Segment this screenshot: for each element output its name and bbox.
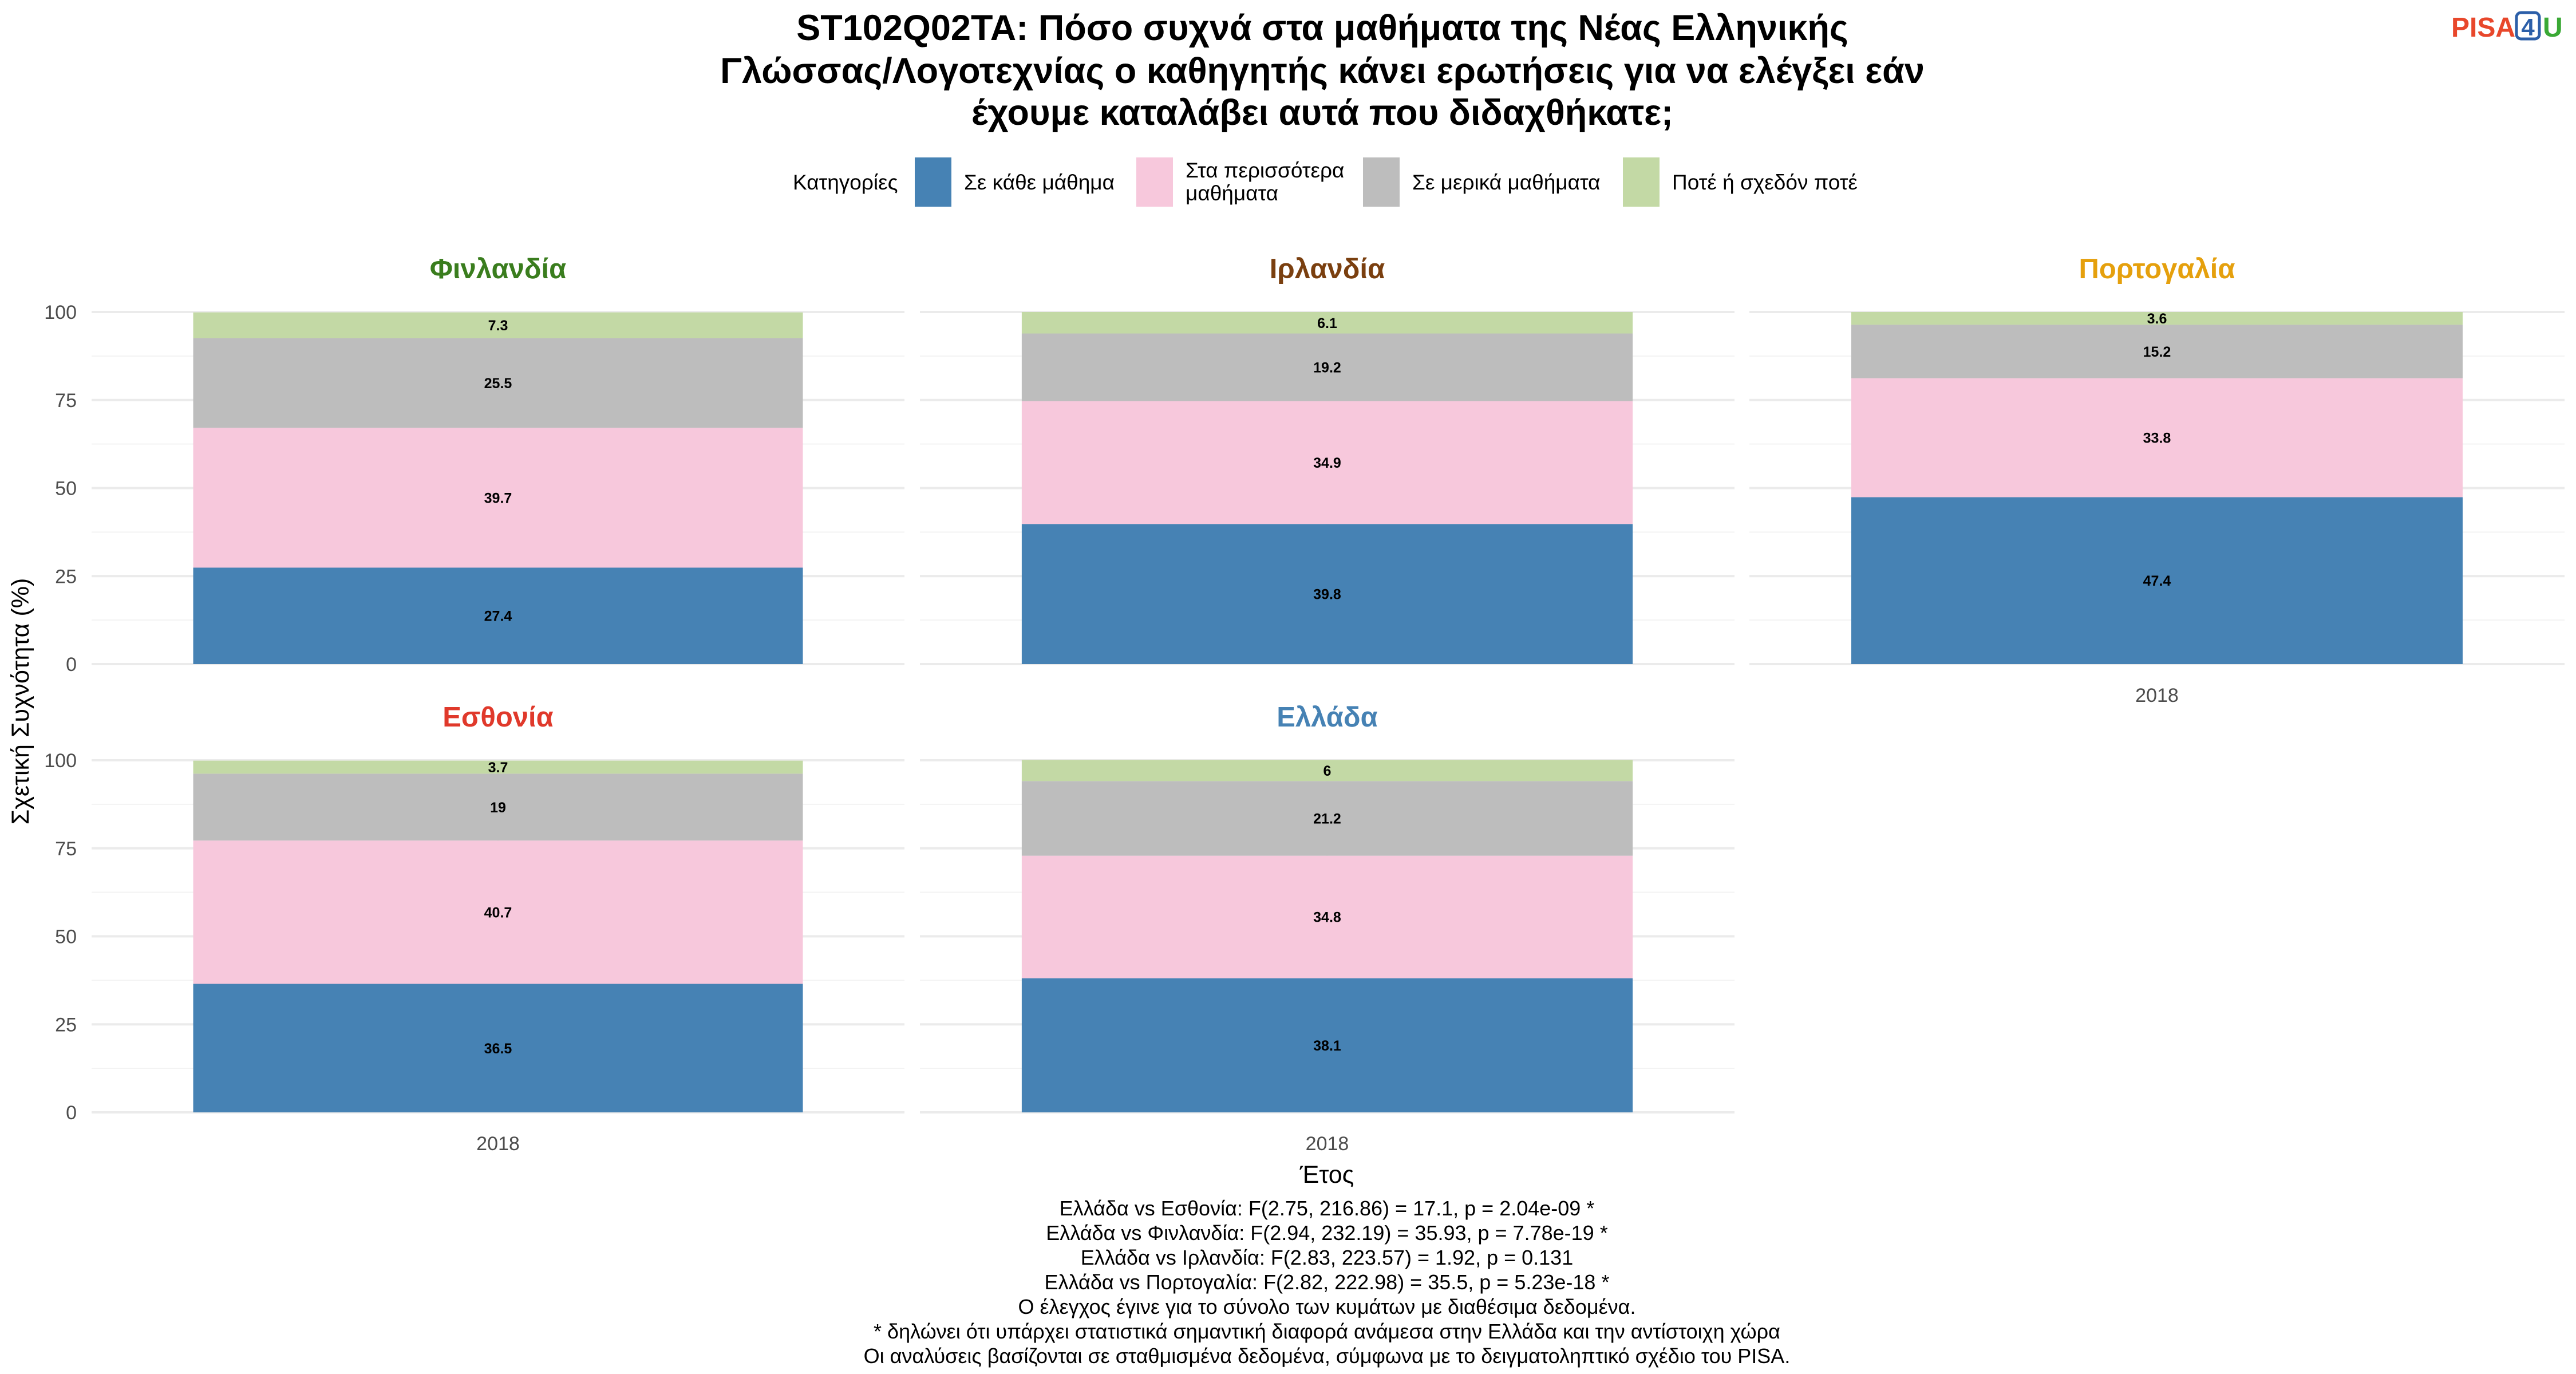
facet-panels: Φινλανδία 0 25 50 75 100 27.4 39.7 25.5 7.3 Ιρλανδ… [44, 254, 2565, 1155]
bar-segment [1021, 760, 1633, 781]
y-tick-label: 25 [55, 566, 77, 587]
bar-value-label: 34.8 [1313, 910, 1341, 926]
logo-u-text: U [2543, 13, 2563, 43]
bar-value-label: 34.9 [1313, 455, 1341, 471]
bar-segment [1021, 855, 1633, 978]
y-tick-label: 75 [55, 390, 77, 412]
bar-segment [193, 428, 803, 568]
legend: Κατηγορίες Σε κάθε μάθημα Στα περισσότερα… [793, 157, 1858, 207]
y-axis-title: Σχετική Συχνότητα (%) [7, 578, 34, 825]
bar-value-label: 33.8 [2143, 431, 2171, 447]
legend-label: Σε μερικά μαθήματα [1412, 171, 1601, 194]
x-axis-title: Έτος [1299, 1161, 1354, 1189]
legend-label: Ποτέ ή σχεδόν ποτέ [1672, 171, 1858, 194]
bar-value-label: 6 [1323, 763, 1332, 779]
bar-segment [1021, 524, 1633, 664]
bar-value-label: 19 [490, 800, 506, 816]
y-tick-label: 50 [55, 478, 77, 500]
bar-value-label: 7.3 [488, 318, 508, 334]
bar-segment [193, 338, 803, 428]
bar-value-label: 19.2 [1313, 360, 1341, 376]
footnotes: Ελλάδα vs Εσθονία: F(2.75, 216.86) = 17.… [864, 1197, 1791, 1368]
x-tick-label: 2018 [2135, 685, 2179, 706]
bar-segment [1851, 325, 2463, 378]
panel-title: Ιρλανδία [1270, 254, 1385, 285]
footnote-line: Ελλάδα vs Ιρλανδία: F(2.83, 223.57) = 1.… [1081, 1246, 1573, 1269]
panel-title: Εσθονία [442, 702, 554, 733]
chart-title: ST102Q02TA: Πόσο συχνά στα μαθήματα της … [720, 8, 1925, 133]
footnote-line: Ελλάδα vs Εσθονία: F(2.75, 216.86) = 17.… [1060, 1197, 1595, 1220]
bar-segment [193, 567, 803, 664]
title-line-1: ST102Q02TA: Πόσο συχνά στα μαθήματα της … [796, 8, 1848, 48]
y-tick-label: 75 [55, 838, 77, 860]
bar-segment [193, 760, 803, 774]
footnote-line: Οι αναλύσεις βασίζονται σε σταθμισμένα δ… [864, 1344, 1791, 1368]
panel-title: Ελλάδα [1277, 702, 1378, 733]
bar-value-label: 15.2 [2143, 344, 2171, 360]
footnote-line: Ο έλεγχος έγινε για το σύνολο των κυμάτω… [1018, 1295, 1636, 1318]
bar-value-label: 27.4 [484, 609, 512, 625]
pisa4u-logo: PISA 4 U [2451, 11, 2563, 43]
bar-value-label: 47.4 [2143, 573, 2171, 589]
bar-segment [193, 312, 803, 338]
bar-value-label: 25.5 [484, 376, 512, 392]
bar-value-label: 36.5 [484, 1041, 512, 1057]
bar-value-label: 3.7 [488, 760, 508, 776]
bar-segment [1851, 312, 2463, 325]
panel: Εσθονία 0 25 50 75 100 36.5 40.7 19 3.7 2018 [44, 702, 904, 1155]
bar-segment [1021, 333, 1633, 401]
legend-key-swatch [1623, 157, 1660, 207]
bar-value-label: 3.6 [2147, 311, 2167, 327]
panel: Φινλανδία 0 25 50 75 100 27.4 39.7 25.5 7.3 [44, 254, 904, 676]
panel: Ιρλανδία 39.8 34.9 19.2 6.1 [920, 254, 1735, 665]
legend-label: Σε κάθε μάθημα [964, 171, 1115, 194]
x-tick-label: 2018 [476, 1133, 520, 1155]
x-tick-label: 2018 [1306, 1133, 1349, 1155]
footnote-line: Ελλάδα vs Φινλανδία: F(2.94, 232.19) = 3… [1046, 1221, 1607, 1245]
title-line-3: έχουμε καταλάβει αυτά που διδαχθήκατε; [971, 93, 1673, 133]
panel-title: Φινλανδία [430, 254, 567, 285]
legend-label: Στα περισσότερα [1186, 159, 1344, 182]
legend-title: Κατηγορίες [793, 171, 898, 194]
y-tick-label: 100 [44, 302, 77, 323]
bar-segment [193, 773, 803, 841]
bar-segment [1021, 401, 1633, 524]
bar-segment [1851, 497, 2463, 664]
logo-four-text: 4 [2521, 14, 2535, 41]
bar-segment [1021, 312, 1633, 334]
y-tick-label: 0 [66, 1102, 77, 1124]
panel: Ελλάδα 38.1 34.8 21.2 6 2018 [920, 702, 1735, 1155]
bar-value-label: 38.1 [1313, 1038, 1341, 1054]
bar-segment [193, 840, 803, 984]
bar-value-label: 39.8 [1313, 587, 1341, 603]
y-tick-label: 50 [55, 926, 77, 948]
legend-key-swatch [1363, 157, 1400, 207]
bar-segment [1021, 781, 1633, 856]
legend-key-swatch [1136, 157, 1173, 207]
bar-value-label: 21.2 [1313, 811, 1341, 827]
legend-label: μαθήματα [1186, 181, 1278, 205]
y-tick-label: 100 [44, 750, 77, 772]
panel: Πορτογαλία 47.4 33.8 15.2 3.6 2018 [1749, 254, 2565, 706]
logo-pisa-text: PISA [2451, 13, 2515, 43]
title-line-2: Γλώσσας/Λογοτεχνίας ο καθηγητής κάνει ερ… [720, 51, 1925, 91]
bar-value-label: 39.7 [484, 490, 512, 506]
footnote-line: * δηλώνει ότι υπάρχει στατιστικά σημαντι… [874, 1320, 1780, 1343]
bar-segment [1851, 378, 2463, 498]
logo-four-box [2515, 11, 2541, 41]
bar-segment [1021, 978, 1633, 1112]
bar-segment [193, 984, 803, 1112]
footnote-line: Ελλάδα vs Πορτογαλία: F(2.82, 222.98) = … [1045, 1270, 1610, 1294]
legend-key-swatch [915, 157, 951, 207]
y-tick-label: 25 [55, 1014, 77, 1036]
bar-value-label: 40.7 [484, 905, 512, 921]
y-tick-label: 0 [66, 654, 77, 676]
panel-title: Πορτογαλία [2079, 254, 2235, 285]
bar-value-label: 6.1 [1317, 315, 1337, 331]
